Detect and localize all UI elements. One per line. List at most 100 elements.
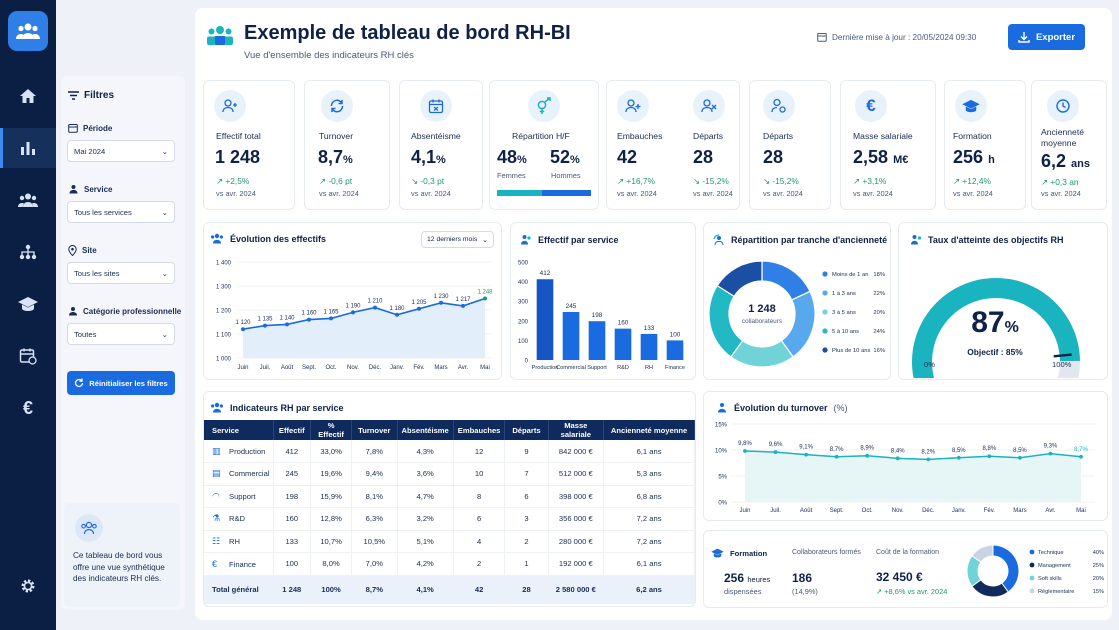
site-select[interactable]: Tous les sites ⌄ — [67, 262, 175, 284]
data-point — [483, 296, 487, 301]
reset-filters-button[interactable]: Réinitialiser les filtres — [67, 371, 175, 395]
table-cell: 198 — [273, 485, 312, 508]
table-row[interactable]: ☷ RH 133 10,7% 10,5% 5,1% 4 2 280 000 €7,2 ans — [204, 530, 695, 553]
th-pct-effectif[interactable]: % Effectif — [310, 420, 353, 440]
kpi-card-effectif[interactable] — [203, 80, 295, 210]
y-tick-label: 5% — [718, 475, 727, 481]
x-tick-label: Juil. — [770, 508, 781, 514]
table-cell: 192 000 € — [548, 552, 605, 576]
gauge-min-label: 0% — [924, 360, 935, 369]
x-tick-label: Fév. — [984, 508, 996, 514]
legend-swatch — [1029, 549, 1035, 555]
header-users-icon-wrap — [206, 24, 234, 51]
table-row[interactable]: ▤ Commercial 245 19,6% 9,4% 3,6% 10 7 512 000 €5… — [204, 462, 695, 486]
user-search-icon — [771, 98, 786, 113]
kpi-delta-masse: ↗ +3,1% — [853, 176, 887, 186]
export-button[interactable]: Exporter — [1008, 24, 1085, 50]
period-select[interactable]: 12 derniers mois ⌄ — [421, 231, 494, 248]
data-point — [373, 305, 377, 310]
th-turnover[interactable]: Turnover — [351, 420, 398, 440]
formation-cout-delta: ↗ +8,6% vs avr. 2024 — [876, 587, 948, 596]
nav-calendar[interactable] — [0, 336, 56, 376]
bar — [588, 321, 606, 360]
table-cell: 6 — [504, 485, 549, 508]
table-cell: 2 — [504, 530, 549, 553]
kpi-value-absenteisme: 4,1% — [411, 147, 446, 168]
periode-select[interactable]: Mai 2024 ⌄ — [67, 140, 175, 162]
x-tick-label: Juil. — [260, 365, 271, 371]
service-chart-title: Effectif par service — [538, 234, 619, 245]
nav-people[interactable] — [0, 180, 56, 220]
table-total-row[interactable]: Total général 1 248 100% 8,7% 4,1% 42 28 2 580 … — [204, 575, 695, 604]
chevron-down-icon: ⌄ — [161, 329, 168, 339]
legend-value: 15% — [1093, 589, 1104, 595]
kpi-unit-turnover: % — [343, 154, 353, 166]
cell-service-label: Commercial — [229, 469, 270, 479]
cell-service-label: Support — [229, 491, 256, 501]
y-tick-label: 10% — [715, 449, 728, 455]
anciennete-title-row: Répartition par tranche d'ancienneté — [713, 234, 887, 246]
bar-value-label: 198 — [592, 312, 603, 319]
table-cell: 7,2 ans — [603, 507, 695, 531]
total-cell: 1 248 — [273, 575, 312, 604]
legend-swatch — [1029, 575, 1035, 581]
nav-organization[interactable] — [0, 232, 56, 272]
table-row[interactable]: ◠ Support 198 15,9% 8,1% 4,7% 8 6 398 000 €6,8 a… — [204, 485, 695, 508]
x-tick-label: Janv. — [390, 365, 404, 371]
app-logo[interactable] — [8, 11, 48, 51]
flask-icon: ⚗ — [212, 513, 221, 524]
total-cell: 8,7% — [351, 575, 398, 604]
legend-value: 24% — [873, 329, 885, 335]
kpi-value-turnover: 8,7% — [318, 147, 353, 168]
legend-value: 20% — [873, 310, 885, 316]
anciennete-center-label: collaborateurs — [741, 318, 783, 325]
series-line — [242, 297, 486, 330]
nav-settings[interactable] — [0, 566, 56, 606]
nav-training[interactable] — [0, 284, 56, 324]
clock-history-icon — [1056, 99, 1070, 113]
service-select[interactable]: Tous les services ⌄ — [67, 201, 175, 223]
gauge-objectifs — [912, 278, 1080, 378]
total-cell: 28 — [504, 575, 549, 604]
categorie-select[interactable]: Toutes ⌄ — [67, 323, 175, 345]
kpi-label-formation: Formation — [953, 131, 992, 141]
nav-home[interactable] — [0, 76, 56, 116]
data-label: 8,5% — [1013, 448, 1027, 454]
table-row[interactable]: ▥ Production 412 33,0% 7,8% 4,3% 12 9 842 000 €6… — [204, 440, 695, 463]
table-row[interactable]: € Finance 100 8,0% 7,0% 4,2% 2 1 192 000 €6,1 an… — [204, 552, 695, 576]
legend-label: Moins de 1 an — [832, 272, 868, 278]
x-tick-label: Juin — [739, 508, 750, 514]
kpi-vs-effectif: vs avr. 2024 — [216, 189, 256, 198]
table-cell: 5,1% — [397, 530, 454, 553]
th-service[interactable]: Service — [204, 420, 274, 440]
kpi-value-anciennete: 6,2 ans — [1041, 151, 1090, 172]
total-cell: 6,2 ans — [603, 575, 695, 604]
th-masse-salariale[interactable]: Masse salariale — [548, 420, 605, 440]
anciennete-title: Répartition par tranche d'ancienneté — [731, 235, 888, 245]
table-row[interactable]: ⚗ R&D 160 12,8% 6,3% 3,2% 6 3 356 000 €7,2 ans — [204, 507, 695, 531]
x-tick-label: Commercial — [556, 365, 586, 371]
periode-label: Période — [83, 123, 113, 133]
th-embauches[interactable]: Embauches — [453, 420, 506, 440]
table-cell: 7 — [504, 462, 549, 486]
categorie-value: Toutes — [74, 329, 97, 339]
th-absenteisme[interactable]: Absentéisme — [397, 420, 454, 440]
th-anciennete[interactable]: Ancienneté moyenne — [603, 420, 695, 440]
th-departs[interactable]: Départs — [504, 420, 549, 440]
nav-analytics[interactable] — [0, 128, 56, 168]
x-tick-label: Oct. — [862, 508, 873, 514]
x-tick-label: R&D — [617, 365, 629, 371]
nav-finance[interactable]: € — [0, 388, 56, 428]
legend-label: Soft skills — [1038, 576, 1062, 582]
kpi-hommes-number: 52 — [550, 147, 571, 167]
legend-value: 25% — [1093, 563, 1104, 569]
gender-split-bar — [497, 190, 591, 196]
kpi-delta-embauches: ↗ +16,7% — [617, 176, 655, 186]
formation-formes-value: 186 — [792, 571, 813, 585]
kpi-hommes-label: Hommes — [551, 171, 581, 180]
kpi-label-embauches: Embauches — [617, 131, 663, 141]
x-tick-label: Mai — [480, 365, 490, 371]
kpi-vs-absenteisme: vs avr. 2024 — [411, 189, 451, 198]
th-effectif[interactable]: Effectif — [273, 420, 312, 440]
table-cell: 12,8% — [310, 507, 353, 531]
